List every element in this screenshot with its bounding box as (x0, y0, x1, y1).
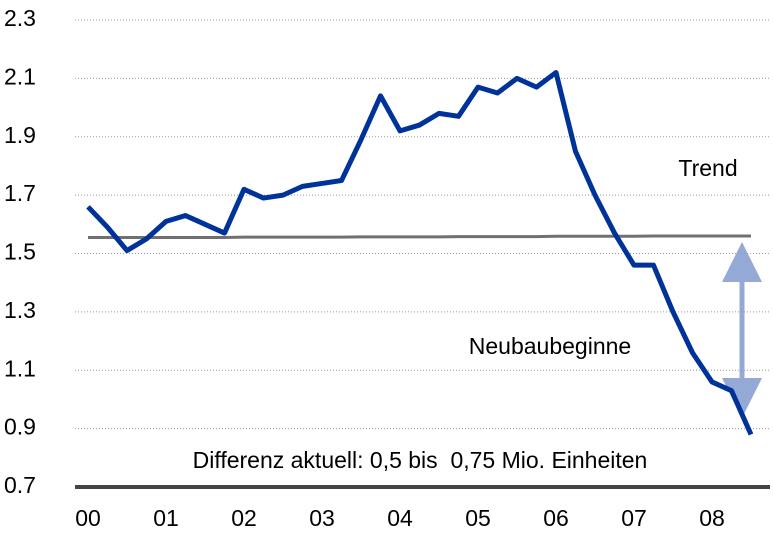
x-tick-label: 07 (621, 505, 647, 531)
y-tick-label: 2.1 (4, 63, 36, 89)
x-tick-label: 06 (543, 505, 569, 531)
y-tick-label: 1.3 (4, 297, 36, 323)
y-tick-label: 1.9 (4, 122, 36, 148)
x-tick-label: 01 (153, 505, 179, 531)
series-label: Neubaubeginne (469, 333, 631, 359)
y-tick-label: 1.5 (4, 239, 36, 265)
y-tick-label: 1.7 (4, 180, 36, 206)
y-tick-label: 0.9 (4, 414, 36, 440)
annotation: Differenz aktuell: 0,5 bis 0,75 Mio. Ein… (193, 447, 648, 473)
series-label: Trend (678, 155, 737, 181)
x-tick-label: 08 (699, 505, 725, 531)
y-tick-label: 2.3 (4, 5, 36, 31)
y-tick-label: 1.1 (4, 355, 36, 381)
data-line (86, 70, 754, 436)
x-tick-label: 00 (75, 505, 101, 531)
x-tick-label: 04 (387, 505, 413, 531)
trend-line (88, 234, 751, 239)
x-tick-label: 03 (309, 505, 335, 531)
x-tick-label: 02 (231, 505, 257, 531)
y-tick-label: 0.7 (4, 472, 36, 498)
x-tick-label: 05 (465, 505, 491, 531)
